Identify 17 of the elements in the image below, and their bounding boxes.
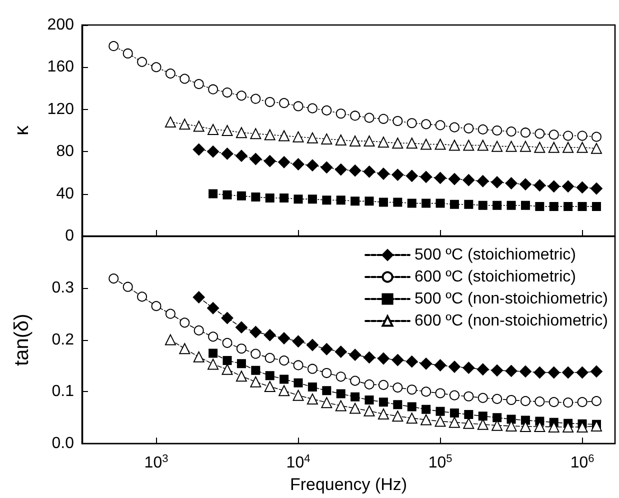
y-tick-label: 160 [47, 58, 74, 76]
x-axis-title: Frequency (Hz) [290, 475, 408, 494]
y-tick-label: 0.0 [52, 435, 74, 452]
legend-label: 500 ºC (stoichiometric) [414, 246, 576, 264]
y-tick-label: 120 [47, 100, 74, 118]
y-tick-label: 200 [47, 16, 74, 34]
y-axis-title: κ [11, 124, 33, 136]
y-tick-label: 0 [65, 228, 74, 244]
y-tick-label: 40 [56, 185, 74, 202]
y-axis-title: tan(δ) [11, 314, 33, 366]
legend-label: 500 ºC (non-stoichiometric) [414, 290, 608, 308]
y-tick-label: 0.1 [52, 383, 74, 400]
legend-label: 600 ºC (stoichiometric) [414, 268, 576, 286]
legend-label: 600 ºC (non-stoichiometric) [414, 312, 608, 330]
y-tick-label: 0.2 [52, 331, 74, 348]
y-tick-label: 80 [56, 143, 74, 160]
y-tick-label: 0.3 [52, 279, 74, 296]
